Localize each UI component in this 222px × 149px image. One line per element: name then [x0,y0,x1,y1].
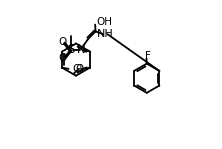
Text: O: O [59,37,67,47]
Text: N: N [77,43,86,56]
Text: O: O [76,64,84,74]
Text: S: S [67,43,74,56]
Text: OH: OH [97,17,113,27]
Text: O: O [59,52,67,63]
Text: NH: NH [97,29,114,39]
Text: Cl: Cl [72,64,83,74]
Text: F: F [145,51,151,61]
